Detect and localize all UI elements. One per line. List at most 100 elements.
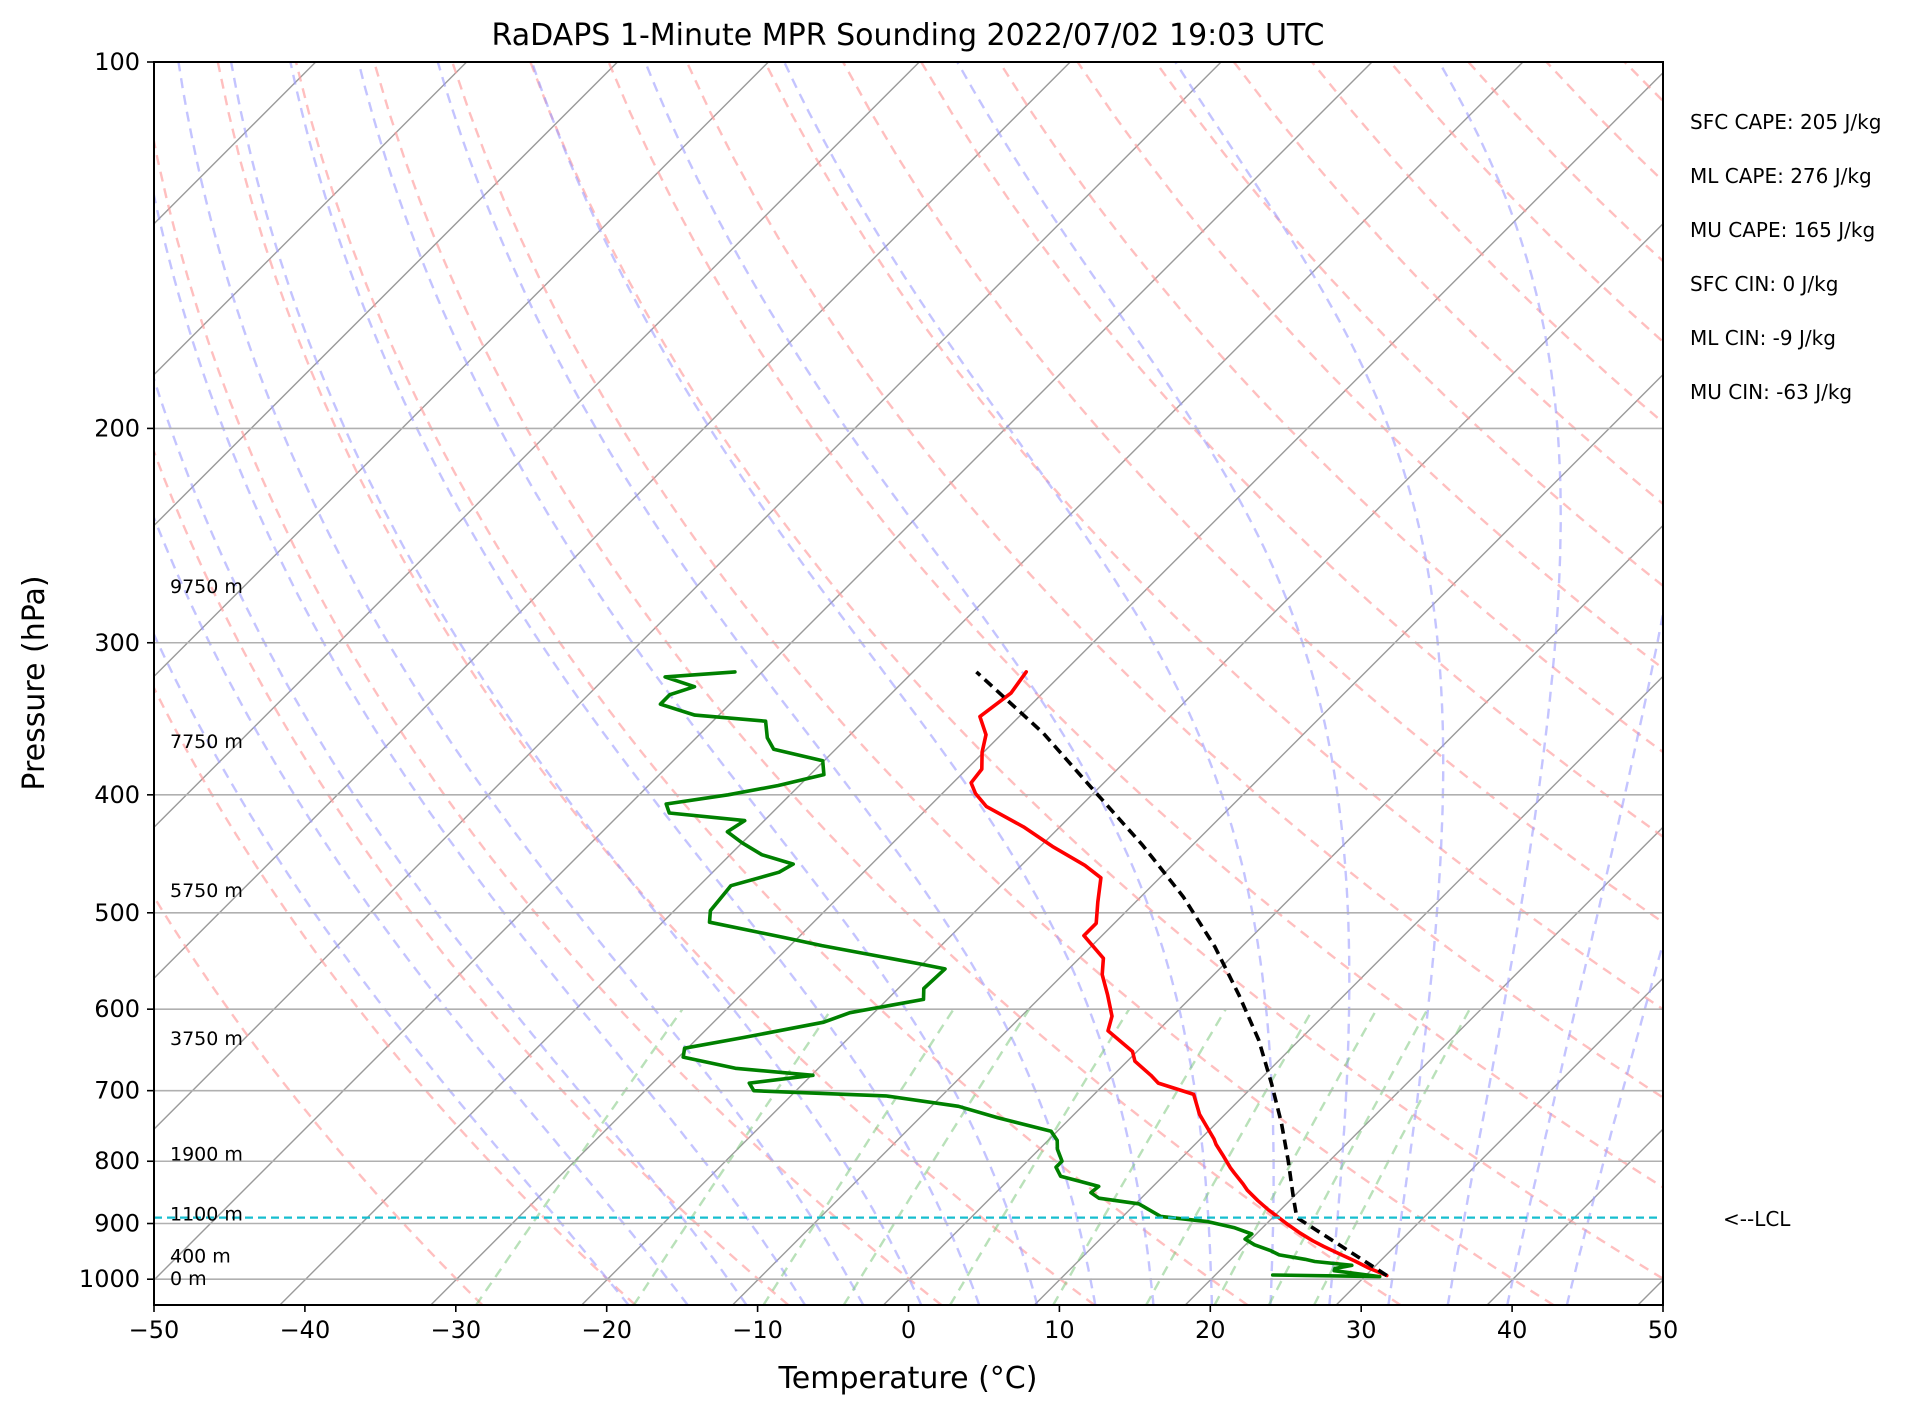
mixing-ratio-line [632, 1008, 833, 1305]
isotherm [883, 524, 1663, 1305]
dry-adiabat [1623, 62, 1663, 103]
isotherm [581, 222, 1663, 1305]
height-label: 3750 m [170, 1028, 243, 1050]
y-axis: 100 200 300 400 500 600 700 800 900 1000 [79, 48, 154, 1293]
stat-line: ML CAPE: 276 J/kg [1690, 164, 1872, 188]
mixing-ratio-line [1145, 1008, 1314, 1305]
sounding-profiles [658, 670, 1389, 1279]
dry-adiabat [685, 62, 1663, 1099]
mixing-ratio-line [1313, 1008, 1471, 1305]
parcel-path [975, 670, 1388, 1278]
dry-adiabat [920, 62, 1663, 839]
isotherm [1184, 826, 1663, 1305]
y-tick-label: 600 [94, 995, 140, 1023]
dry-adiabat [842, 62, 1663, 924]
isotherm [154, 62, 468, 376]
x-tick-label: −50 [129, 1316, 180, 1344]
y-tick-label: 800 [94, 1147, 140, 1175]
height-label: 7750 m [170, 731, 243, 753]
dry-adiabat [1311, 62, 1663, 425]
dry-adiabat [372, 62, 1402, 1305]
mixing-ratio-line [762, 1008, 955, 1305]
stat-line: SFC CAPE: 205 J/kg [1690, 110, 1881, 134]
dry-adiabat [529, 62, 1663, 1281]
isobar-grid [154, 62, 1663, 1281]
stat-line: MU CIN: -63 J/kg [1690, 380, 1852, 404]
dry-adiabat [294, 62, 1249, 1305]
plot-frame [153, 61, 1664, 1306]
mixing-ratio-line [949, 1008, 1131, 1305]
moist-adiabat [289, 62, 981, 1305]
mixing-ratio-line [475, 1008, 684, 1305]
x-tick-label: −30 [430, 1316, 481, 1344]
mixing-ratio-line [842, 1008, 1031, 1305]
moist-adiabat [154, 631, 630, 1305]
height-label: 1100 m [170, 1204, 243, 1226]
moist-adiabat [357, 62, 1039, 1305]
chart-title: RaDAPS 1-Minute MPR Sounding 2022/07/02 … [492, 18, 1325, 53]
dry-adiabat [216, 62, 1096, 1305]
moist-adiabat [1438, 62, 1562, 1305]
dewpoint-profile [658, 670, 1382, 1279]
height-label: 5750 m [170, 880, 243, 902]
x-tick-label: −10 [732, 1316, 783, 1344]
x-tick-label: 20 [1195, 1316, 1226, 1344]
isotherm [154, 62, 1222, 1131]
moist-adiabat [177, 62, 865, 1305]
stats-panel: SFC CAPE: 205 J/kg ML CAPE: 276 J/kg MU CA… [1690, 110, 1881, 404]
height-label: 400 m [170, 1246, 231, 1268]
dry-adiabat [1859, 62, 1911, 1305]
height-label: 0 m [170, 1268, 207, 1290]
x-tick-label: 0 [901, 1316, 916, 1344]
reference-lines [154, 62, 1911, 1305]
dry-adiabat [154, 448, 790, 1305]
x-tick-label: −20 [581, 1316, 632, 1344]
isotherm [732, 373, 1663, 1305]
y-tick-label: 400 [94, 781, 140, 809]
dry-adiabat [1781, 62, 1911, 1305]
moist-adiabat [1174, 62, 1445, 1305]
isotherm [154, 62, 1373, 1281]
moist-adiabat [1506, 608, 1663, 1305]
dry-adiabat [1154, 62, 1663, 588]
isotherm [154, 62, 920, 829]
isotherm [279, 62, 1524, 1305]
stat-line: MU CAPE: 165 J/kg [1690, 218, 1875, 242]
x-tick-label: −40 [280, 1316, 331, 1344]
dry-adiabat [1545, 62, 1663, 183]
isotherm [154, 62, 1071, 980]
mixing-ratio-line [1213, 1008, 1378, 1305]
moist-adiabat [644, 62, 1214, 1305]
isotherm [430, 71, 1663, 1305]
moist-adiabat [154, 375, 748, 1305]
moist-adiabat [154, 189, 807, 1305]
dry-adiabat [1076, 62, 1663, 670]
isotherm [1789, 62, 1911, 1305]
isotherm [154, 62, 618, 527]
stat-line: SFC CIN: 0 J/kg [1690, 272, 1838, 296]
moist-adiabat [1565, 939, 1663, 1305]
height-label: 9750 m [170, 576, 243, 598]
mixing-ratio-line [1052, 1008, 1227, 1305]
y-tick-label: 500 [94, 899, 140, 927]
x-axis: −50 −40 −30 −20 −10 0 10 20 30 40 50 [129, 1305, 1679, 1344]
dry-adiabat [1703, 62, 1911, 1305]
stat-line: ML CIN: -9 J/kg [1690, 326, 1836, 350]
x-tick-label: 50 [1648, 1316, 1679, 1344]
y-tick-label: 1000 [79, 1265, 140, 1293]
dry-adiabat [1467, 62, 1663, 263]
moist-adiabat [436, 62, 1097, 1305]
y-axis-label: Pressure (hPa) [17, 575, 52, 790]
dry-adiabat [154, 894, 484, 1305]
moist-adiabat [530, 62, 1155, 1305]
isotherm [154, 62, 769, 678]
y-tick-label: 900 [94, 1210, 140, 1238]
lcl-label: <--LCL [1723, 1207, 1791, 1231]
x-tick-label: 30 [1346, 1316, 1377, 1344]
moist-adiabat [229, 62, 923, 1305]
moist-adiabat [154, 514, 689, 1305]
y-tick-label: 200 [94, 414, 140, 442]
x-tick-label: 40 [1497, 1316, 1528, 1344]
height-label: 1900 m [170, 1144, 243, 1166]
